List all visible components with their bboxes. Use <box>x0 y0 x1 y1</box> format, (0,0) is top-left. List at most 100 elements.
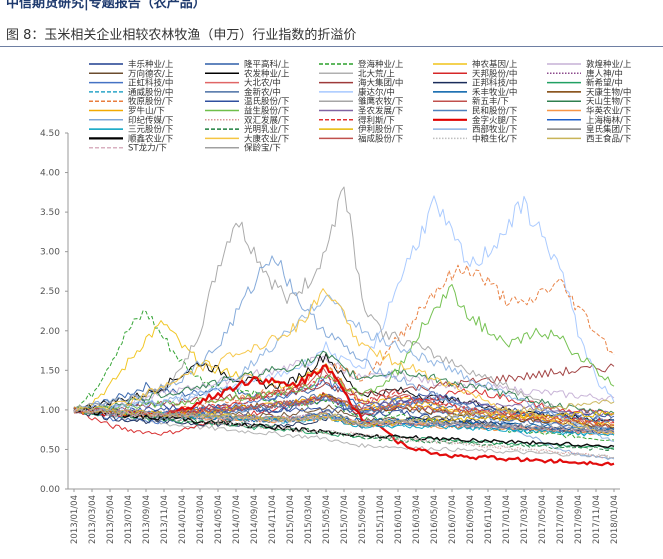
series-line-24 <box>73 350 615 416</box>
x-tick-label: 2015/09/04 <box>358 495 368 544</box>
legend-label: 北大荒/上 <box>358 68 395 79</box>
legend-label: 皇氏集团/下 <box>586 124 632 135</box>
legend-label: 通威股份/中 <box>128 87 173 98</box>
legend-label: 大康农业/下 <box>244 133 290 144</box>
x-tick-label: 2013/07/04 <box>124 495 134 544</box>
x-tick-label: 2014/09/04 <box>250 495 260 544</box>
x-tick-label: 2017/11/04 <box>592 495 602 544</box>
x-tick-label: 2013/09/04 <box>142 495 152 544</box>
legend-label: 农发种业/上 <box>244 68 290 79</box>
series-line-4 <box>73 355 615 412</box>
x-tick-label: 2017/07/04 <box>556 495 566 544</box>
x-tick-label: 2017/01/04 <box>502 495 512 544</box>
legend-label: 新五丰/下 <box>472 96 509 107</box>
legend-label: 正虹科技/中 <box>128 78 173 89</box>
y-tick-label: 4.50 <box>40 129 60 139</box>
x-tick-label: 2016/11/04 <box>484 495 494 544</box>
series-line-40 <box>73 407 615 449</box>
legend-label: 敦煌种业/上 <box>586 59 632 70</box>
series-line-41 <box>73 288 615 435</box>
legend-label: 保龄宝/下 <box>244 143 281 154</box>
x-tick-label: 2015/01/04 <box>286 495 296 544</box>
legend-label: 金字火腿/下 <box>472 115 518 126</box>
caption-divider <box>0 46 663 47</box>
x-tick-label: 2017/09/04 <box>574 495 584 544</box>
legend-label: 天山生物/下 <box>586 96 632 107</box>
x-tick-label: 2015/11/04 <box>376 495 386 544</box>
x-tick-label: 2013/11/04 <box>160 495 170 544</box>
series-line-17 <box>73 195 615 413</box>
series-line-46 <box>73 407 615 433</box>
legend-label: 登海种业/上 <box>358 59 404 70</box>
legend-label: 大北农/中 <box>244 78 281 89</box>
series-line-42 <box>73 395 615 428</box>
legend-label: 新希望/中 <box>586 78 623 89</box>
series-line-30 <box>73 255 615 460</box>
legend-label: 民和股份/下 <box>472 106 518 117</box>
x-tick-label: 2016/01/04 <box>394 495 404 544</box>
x-tick-label: 2018/01/04 <box>610 495 620 544</box>
legend-label: 圣农发展/下 <box>358 106 404 117</box>
legend-label: 牧原股份/下 <box>128 96 174 107</box>
legend-label: 天邦股份/中 <box>472 68 517 79</box>
legend-label: 天康生物/中 <box>586 87 631 98</box>
y-tick-label: 1.00 <box>40 406 60 416</box>
legend-label: 神农基因/上 <box>472 59 518 70</box>
report-header-text: 中信期货研究|专题报告（农产品） <box>6 0 206 11</box>
legend-label: 三元股份/下 <box>128 124 174 135</box>
x-tick-label: 2014/01/04 <box>178 495 188 544</box>
legend-label: 得利斯/下 <box>358 115 395 126</box>
legend-label: 丰乐种业/上 <box>128 59 174 70</box>
x-tick-label: 2014/03/04 <box>196 495 206 544</box>
series-line-21 <box>73 391 615 419</box>
legend-label: 双汇发展/下 <box>244 115 290 126</box>
y-tick-label: 0.00 <box>40 485 60 495</box>
x-tick-label: 2015/03/04 <box>304 495 314 544</box>
x-tick-label: 2017/05/04 <box>538 495 548 544</box>
x-tick-label: 2016/03/04 <box>412 495 422 544</box>
x-tick-label: 2017/03/04 <box>520 495 530 544</box>
x-tick-label: 2014/05/04 <box>214 495 224 544</box>
legend-label: 西部牧业/下 <box>472 124 518 135</box>
legend-label: 上海梅林/下 <box>586 115 632 126</box>
chart-series-lines <box>73 186 615 467</box>
legend-label: 福成股份/下 <box>358 133 404 144</box>
legend-label: 万向德农/上 <box>128 68 174 79</box>
y-tick-label: 0.50 <box>40 445 60 455</box>
x-tick-label: 2014/07/04 <box>232 495 242 544</box>
figure-caption: 图 8：玉米相关企业相较农林牧渔（申万）行业指数的折溢价 <box>6 28 357 43</box>
report-header: 中信期货研究|专题报告（农产品） <box>0 0 663 22</box>
series-line-2 <box>73 310 615 441</box>
legend-label: 益生股份/下 <box>244 106 290 117</box>
series-line-38 <box>73 294 615 442</box>
y-tick-label: 1.50 <box>40 366 60 376</box>
x-tick-label: 2015/05/04 <box>322 495 332 544</box>
legend-label: 海大集团/中 <box>358 78 403 89</box>
x-tick-label: 2014/11/04 <box>268 495 278 544</box>
x-tick-label: 2013/03/04 <box>88 495 98 544</box>
series-line-15 <box>73 406 615 435</box>
legend-label: 西王食品/下 <box>586 133 632 144</box>
legend-label: 印纪传媒/下 <box>128 115 174 126</box>
legend-label: 华英农业/下 <box>586 106 632 117</box>
y-tick-label: 3.50 <box>40 208 60 218</box>
legend-label: 唐人神/中 <box>586 68 623 79</box>
legend-label: 隆平高科/上 <box>244 59 290 70</box>
y-tick-label: 3.00 <box>40 248 60 258</box>
legend-label: 顺鑫农业/下 <box>128 133 174 144</box>
legend-label: 温氏股份/下 <box>244 96 290 107</box>
series-line-3 <box>73 320 615 428</box>
x-tick-label: 2016/07/04 <box>448 495 458 544</box>
y-tick-label: 2.50 <box>40 287 60 297</box>
y-tick-label: 2.00 <box>40 327 60 337</box>
legend-label: 伊利股份/下 <box>358 124 404 135</box>
legend-label: 禾丰牧业/中 <box>472 87 517 98</box>
series-line-22 <box>73 186 615 434</box>
y-tick-label: 4.00 <box>40 169 60 179</box>
legend-label: 罗牛山/下 <box>128 106 165 117</box>
legend-label: 中粮生化/下 <box>472 133 518 144</box>
x-tick-label: 2013/01/04 <box>70 495 80 544</box>
legend-label: 康达尔/中 <box>358 87 395 98</box>
